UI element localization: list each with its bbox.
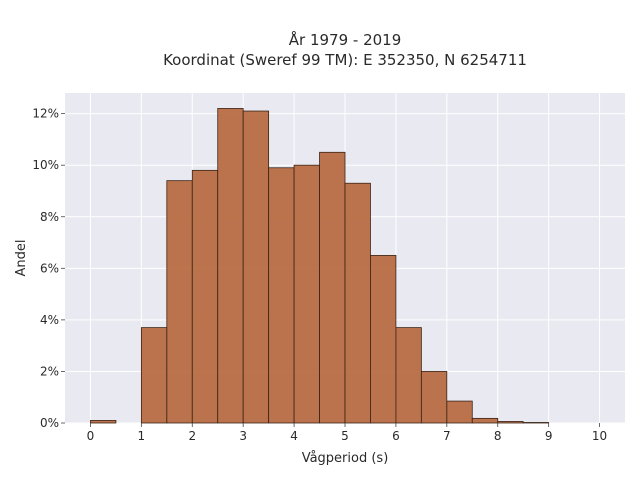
histogram-bar <box>293 164 320 424</box>
histogram-bar <box>420 371 448 424</box>
chart-title-line-2: Koordinat (Sweref 99 TM): E 352350, N 62… <box>163 51 527 69</box>
y-tick-label: 2% <box>40 364 59 378</box>
y-axis-label: Andel <box>14 240 29 277</box>
chart-title-line-1: År 1979 - 2019 <box>289 30 402 49</box>
x-tick-label: 0 <box>87 429 95 443</box>
histogram-bar <box>217 108 244 424</box>
x-tick-label: 2 <box>188 429 196 443</box>
histogram-bar <box>90 420 117 424</box>
x-tick-label: 4 <box>290 429 298 443</box>
histogram-bar <box>319 151 346 424</box>
histogram-bar <box>242 110 270 424</box>
y-tick-label: 8% <box>40 210 59 224</box>
x-tick-label: 8 <box>494 429 502 443</box>
y-tick-label: 4% <box>40 313 59 327</box>
histogram-bar <box>268 167 295 424</box>
x-axis-label: Vågperiod (s) <box>302 451 389 466</box>
x-tick-label: 10 <box>592 429 607 443</box>
x-tick-label: 1 <box>138 429 146 443</box>
y-tick-label: 10% <box>32 158 59 172</box>
histogram-bar <box>140 327 168 424</box>
histogram-bar <box>166 180 193 424</box>
y-tick-label: 12% <box>32 107 59 121</box>
histogram-bar <box>395 327 422 424</box>
x-tick-label: 7 <box>443 429 451 443</box>
x-tick-label: 5 <box>341 429 349 443</box>
histogram-bar <box>344 182 371 424</box>
histogram-bar <box>446 400 473 424</box>
y-tick-label: 6% <box>40 261 59 275</box>
histogram-bar <box>370 255 397 424</box>
histogram-bar <box>471 417 499 424</box>
x-tick-label: 3 <box>239 429 247 443</box>
x-tick-label: 9 <box>545 429 553 443</box>
histogram-bar <box>522 422 550 424</box>
y-tick-label: 0% <box>40 416 59 430</box>
histogram-bar <box>497 421 524 424</box>
histogram-bar <box>191 169 219 424</box>
x-tick-label: 6 <box>392 429 400 443</box>
